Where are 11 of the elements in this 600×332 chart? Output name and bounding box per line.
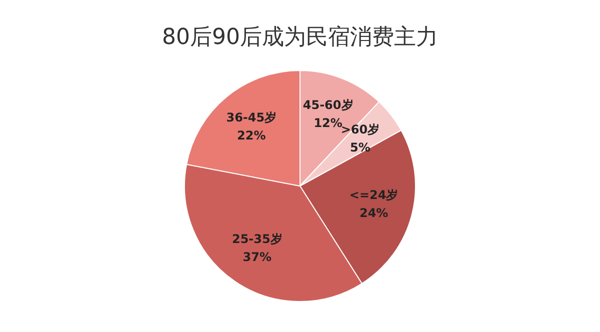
slice-label: >60岁 xyxy=(340,122,380,136)
slice-label: 36-45岁 xyxy=(226,110,277,124)
data-label: 37% xyxy=(242,250,272,264)
data-label: 22% xyxy=(237,128,266,142)
slice-label: 25-35岁 xyxy=(232,232,282,246)
data-label: 5% xyxy=(350,140,370,154)
slice-label: 45-60岁 xyxy=(302,98,354,112)
slice-label: <=24岁 xyxy=(349,188,398,202)
data-label: 12% xyxy=(314,116,342,130)
chart-title: 80后90后成为民宿消费主力 xyxy=(161,24,439,52)
data-label: 24% xyxy=(359,206,388,220)
